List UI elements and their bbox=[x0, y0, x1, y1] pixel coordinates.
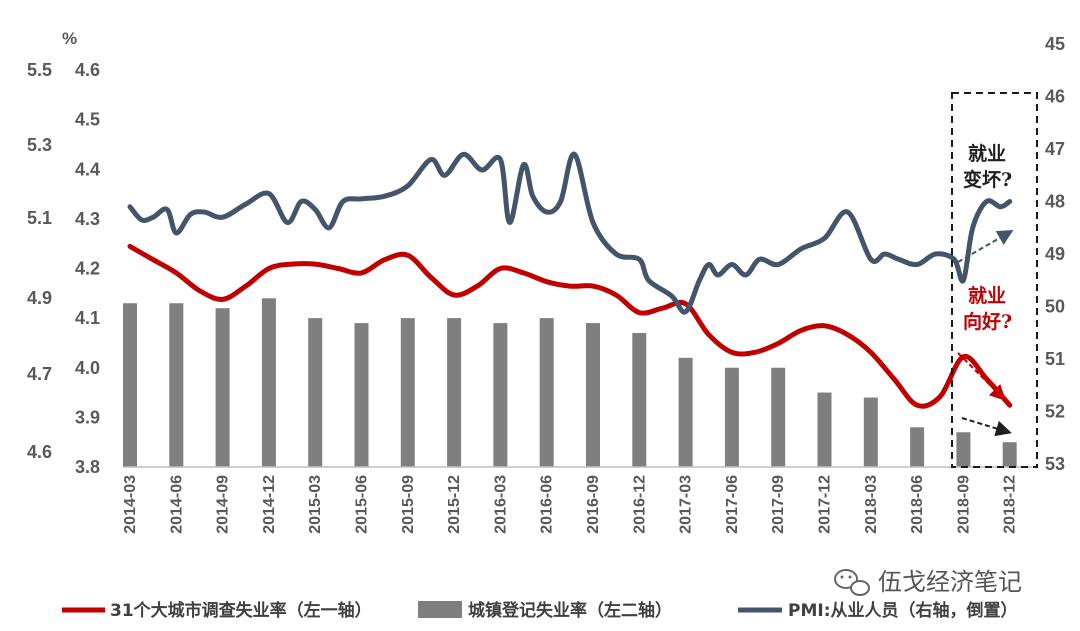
legend: 31个大城市调查失业率（左一轴） 城镇登记失业率（左二轴） PMI:从业人员（右… bbox=[62, 600, 1018, 621]
left2-tick-label: 4.5 bbox=[75, 110, 100, 130]
right-tick-label: 46 bbox=[1045, 87, 1065, 107]
left2-tick-label: 4.0 bbox=[75, 358, 100, 378]
x-tick-label: 2016-09 bbox=[585, 475, 602, 534]
x-tick-label: 2016-03 bbox=[492, 475, 509, 534]
watermark: 伍戈经济笔记 bbox=[834, 568, 1022, 596]
x-tick-label: 2016-12 bbox=[631, 475, 648, 534]
bar-2015-06 bbox=[354, 323, 369, 467]
right-tick-label: 52 bbox=[1045, 402, 1065, 422]
x-tick-label: 2015-06 bbox=[354, 475, 371, 534]
x-tick-label: 2015-03 bbox=[307, 475, 324, 534]
watermark-text: 伍戈经济笔记 bbox=[878, 568, 1022, 596]
arrow-better bbox=[957, 352, 1006, 401]
bar-2015-12 bbox=[447, 318, 462, 467]
right-tick-label: 53 bbox=[1045, 454, 1065, 474]
bar-2014-12 bbox=[261, 298, 276, 467]
bar-2018-03 bbox=[863, 397, 878, 467]
bar-2014-06 bbox=[169, 303, 184, 467]
unit-label: % bbox=[62, 29, 77, 48]
left1-tick-label: 5.3 bbox=[27, 135, 52, 155]
right-tick-label: 49 bbox=[1045, 244, 1065, 264]
arrow-worse bbox=[957, 230, 1014, 263]
x-tick-label: 2017-09 bbox=[770, 475, 787, 534]
left2-tick-label: 3.9 bbox=[75, 407, 100, 427]
x-tick-label: 2017-06 bbox=[724, 475, 741, 534]
annotation-worse-line1: 就业 bbox=[968, 142, 1006, 165]
bar-2016-12 bbox=[632, 333, 647, 467]
bar-2015-09 bbox=[400, 318, 415, 467]
x-tick-label: 2017-12 bbox=[817, 475, 834, 534]
x-tick-label: 2015-09 bbox=[400, 475, 417, 534]
survey-unemployment-line bbox=[127, 243, 1013, 409]
x-tick-label: 2018-09 bbox=[955, 475, 972, 534]
right-tick-label: 50 bbox=[1045, 297, 1065, 317]
left1-tick-label: 5.1 bbox=[27, 208, 52, 228]
bar-2014-09 bbox=[215, 308, 230, 467]
wechat-icon bbox=[834, 569, 870, 596]
pmi-employment-line bbox=[127, 151, 1013, 315]
x-tick-label: 2016-06 bbox=[539, 475, 556, 534]
left2-tick-label: 3.8 bbox=[75, 457, 100, 477]
left2-tick-label: 4.6 bbox=[75, 60, 100, 80]
bar-2018-12 bbox=[1002, 442, 1017, 467]
bar-series bbox=[123, 298, 1017, 467]
annotation-worse-line2: 变坏? bbox=[963, 168, 1012, 191]
bar-2014-03 bbox=[123, 303, 137, 467]
left1-tick-label: 4.9 bbox=[27, 288, 52, 308]
bar-2016-09 bbox=[586, 323, 600, 467]
legend-label-2: 城镇登记失业率（左二轴） bbox=[468, 600, 672, 621]
arrow-flat bbox=[961, 417, 1012, 437]
x-tick-label: 2014-09 bbox=[215, 475, 232, 534]
x-tick-label: 2015-12 bbox=[446, 475, 463, 534]
x-tick-label: 2017-03 bbox=[678, 475, 695, 534]
right-tick-label: 45 bbox=[1045, 34, 1065, 54]
left2-tick-label: 4.1 bbox=[75, 308, 100, 328]
legend-label-1: 31个大城市调查失业率（左一轴） bbox=[110, 600, 372, 621]
left2-tick-label: 4.3 bbox=[75, 209, 100, 229]
right-axis: 45 46 47 48 49 50 51 52 53 bbox=[1045, 34, 1065, 474]
left-axis-1: % 5.5 5.3 5.1 4.9 4.7 4.6 bbox=[27, 29, 77, 462]
x-tick-label: 2018-06 bbox=[909, 475, 926, 534]
bar-2017-09 bbox=[771, 367, 786, 467]
highlight-box bbox=[951, 92, 1038, 468]
bar-2016-03 bbox=[493, 323, 508, 467]
bar-2017-03 bbox=[678, 357, 693, 467]
line-series bbox=[127, 151, 1013, 409]
bar-2017-12 bbox=[817, 392, 832, 467]
right-tick-label: 51 bbox=[1045, 349, 1065, 369]
right-tick-label: 48 bbox=[1045, 192, 1065, 212]
x-axis-ticks: 2014-03 2014-06 2014-09 2014-12 2015-03 2015-… bbox=[122, 475, 1019, 534]
legend-swatch-gray bbox=[418, 601, 462, 618]
bar-2016-06 bbox=[539, 318, 554, 467]
x-tick-label: 2014-06 bbox=[168, 475, 185, 534]
x-tick-label: 2018-03 bbox=[863, 475, 880, 534]
x-tick-label: 2014-12 bbox=[261, 475, 278, 534]
x-tick-label: 2018-12 bbox=[1002, 475, 1019, 534]
bar-2017-06 bbox=[724, 367, 739, 467]
left1-tick-label: 5.5 bbox=[27, 60, 52, 80]
bar-2015-03 bbox=[308, 318, 323, 467]
x-tick-label: 2014-03 bbox=[122, 475, 139, 534]
bar-2018-06 bbox=[910, 427, 925, 467]
left2-tick-label: 4.2 bbox=[75, 259, 100, 279]
annotation-better-line1: 就业 bbox=[968, 284, 1006, 307]
bar-2018-09 bbox=[956, 432, 971, 467]
left1-tick-label: 4.7 bbox=[27, 364, 52, 384]
legend-label-3: PMI:从业人员（右轴，倒置） bbox=[788, 600, 1018, 621]
right-tick-label: 47 bbox=[1045, 139, 1065, 159]
left-axis-2: 4.6 4.5 4.4 4.3 4.2 4.1 4.0 3.9 3.8 bbox=[75, 60, 100, 477]
left1-tick-label: 4.6 bbox=[27, 442, 52, 462]
left2-tick-label: 4.4 bbox=[75, 159, 100, 179]
annotation-better-line2: 向好? bbox=[963, 310, 1012, 333]
